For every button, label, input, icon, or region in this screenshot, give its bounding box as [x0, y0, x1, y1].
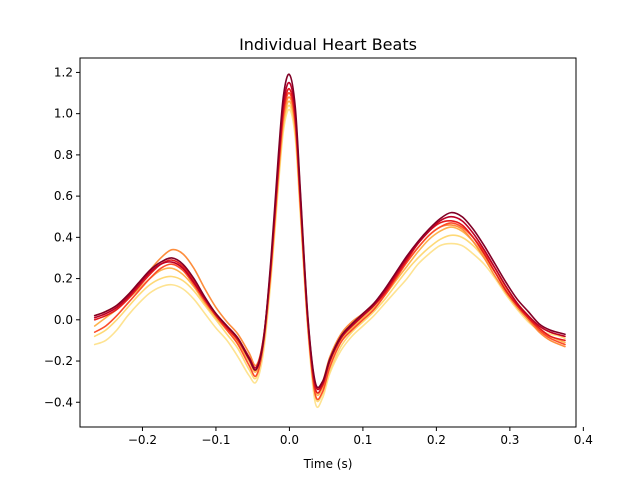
- series-line-8: [93, 73, 566, 389]
- x-tick-label: −0.2: [128, 433, 157, 447]
- series-layer: [93, 73, 566, 409]
- x-tick-label: 0.1: [353, 433, 372, 447]
- plot-frame: [79, 57, 577, 428]
- x-axis-label: Time (s): [303, 457, 353, 471]
- series-line-7: [93, 81, 566, 391]
- x-tick-label: 0.2: [427, 433, 446, 447]
- y-tick-label: 1.2: [54, 65, 73, 79]
- y-axis: −0.4 −0.2 0.0 0.2 0.4 0.6 0.8 1.0 1.2: [44, 65, 80, 409]
- y-tick-label: −0.2: [44, 354, 73, 368]
- x-tick-label: 0.4: [574, 433, 593, 447]
- y-tick-label: 1.0: [54, 107, 73, 121]
- y-tick-label: 0.0: [54, 313, 73, 327]
- y-tick-label: 0.6: [54, 189, 73, 203]
- y-tick-label: −0.4: [44, 395, 73, 409]
- y-tick-label: 0.8: [54, 148, 73, 162]
- x-axis: −0.2 −0.1 0.0 0.1 0.2 0.3 0.4: [128, 427, 593, 447]
- series-line-4: [93, 96, 566, 390]
- x-tick-label: 0.3: [500, 433, 519, 447]
- chart-title: Individual Heart Beats: [239, 35, 417, 54]
- series-line-5: [93, 92, 566, 401]
- y-tick-label: 0.4: [54, 230, 73, 244]
- series-line-6: [93, 87, 566, 394]
- x-tick-label: −0.1: [201, 433, 230, 447]
- x-tick-label: 0.0: [280, 433, 299, 447]
- y-tick-label: 0.2: [54, 272, 73, 286]
- series-line-3: [93, 100, 566, 397]
